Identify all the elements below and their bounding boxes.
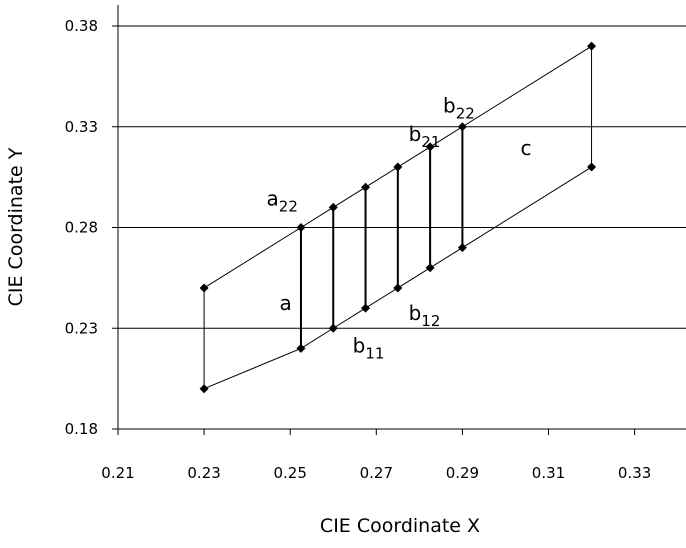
y-tick-label: 0.23 — [65, 319, 98, 337]
x-tick-label: 0.21 — [101, 464, 134, 482]
x-tick-label: 0.25 — [273, 464, 306, 482]
data-point — [393, 162, 403, 172]
y-tick-label: 0.33 — [65, 118, 98, 136]
data-point — [457, 122, 467, 132]
data-point — [328, 323, 338, 333]
gridlines — [118, 25, 686, 329]
region-label-c: c — [521, 136, 532, 160]
data-point — [361, 182, 371, 192]
data-point — [587, 41, 597, 51]
upper-boundary-line — [203, 45, 592, 289]
data-points — [199, 41, 597, 394]
data-point — [199, 384, 209, 394]
data-point — [425, 142, 435, 152]
region-label-b22: b22 — [443, 94, 475, 123]
data-point — [587, 162, 597, 172]
lower-boundary-line — [203, 166, 592, 390]
x-tick-label: 0.33 — [618, 464, 651, 482]
y-tick-label: 0.38 — [65, 17, 98, 35]
data-point — [199, 283, 209, 293]
region-label-a22: a22 — [267, 186, 298, 215]
data-point — [296, 343, 306, 353]
x-axis-title: CIE Coordinate X — [320, 515, 480, 537]
y-tick-label: 0.28 — [65, 219, 98, 237]
data-point — [393, 283, 403, 293]
region-label-b21: b21 — [409, 122, 441, 151]
x-tick-label: 0.29 — [446, 464, 479, 482]
axes — [112, 5, 686, 435]
data-point — [361, 303, 371, 313]
region-label-a: a — [279, 291, 291, 315]
region-label-b11: b11 — [353, 333, 385, 362]
region-label-b12: b12 — [409, 301, 441, 330]
x-tick-label: 0.31 — [532, 464, 565, 482]
x-tick-label: 0.27 — [360, 464, 393, 482]
y-axis-title: CIE Coordinate Y — [5, 147, 27, 306]
data-point — [296, 223, 306, 232]
data-point — [425, 263, 435, 273]
y-tick-label: 0.18 — [65, 420, 98, 438]
x-tick-label: 0.23 — [187, 464, 220, 482]
tick-labels: 0.18 0.23 0.28 0.33 0.38 0.21 0.23 0.25 0.27 0.29… — [65, 17, 652, 482]
region-lines — [203, 45, 593, 390]
data-point — [457, 243, 467, 253]
data-point — [328, 202, 338, 212]
